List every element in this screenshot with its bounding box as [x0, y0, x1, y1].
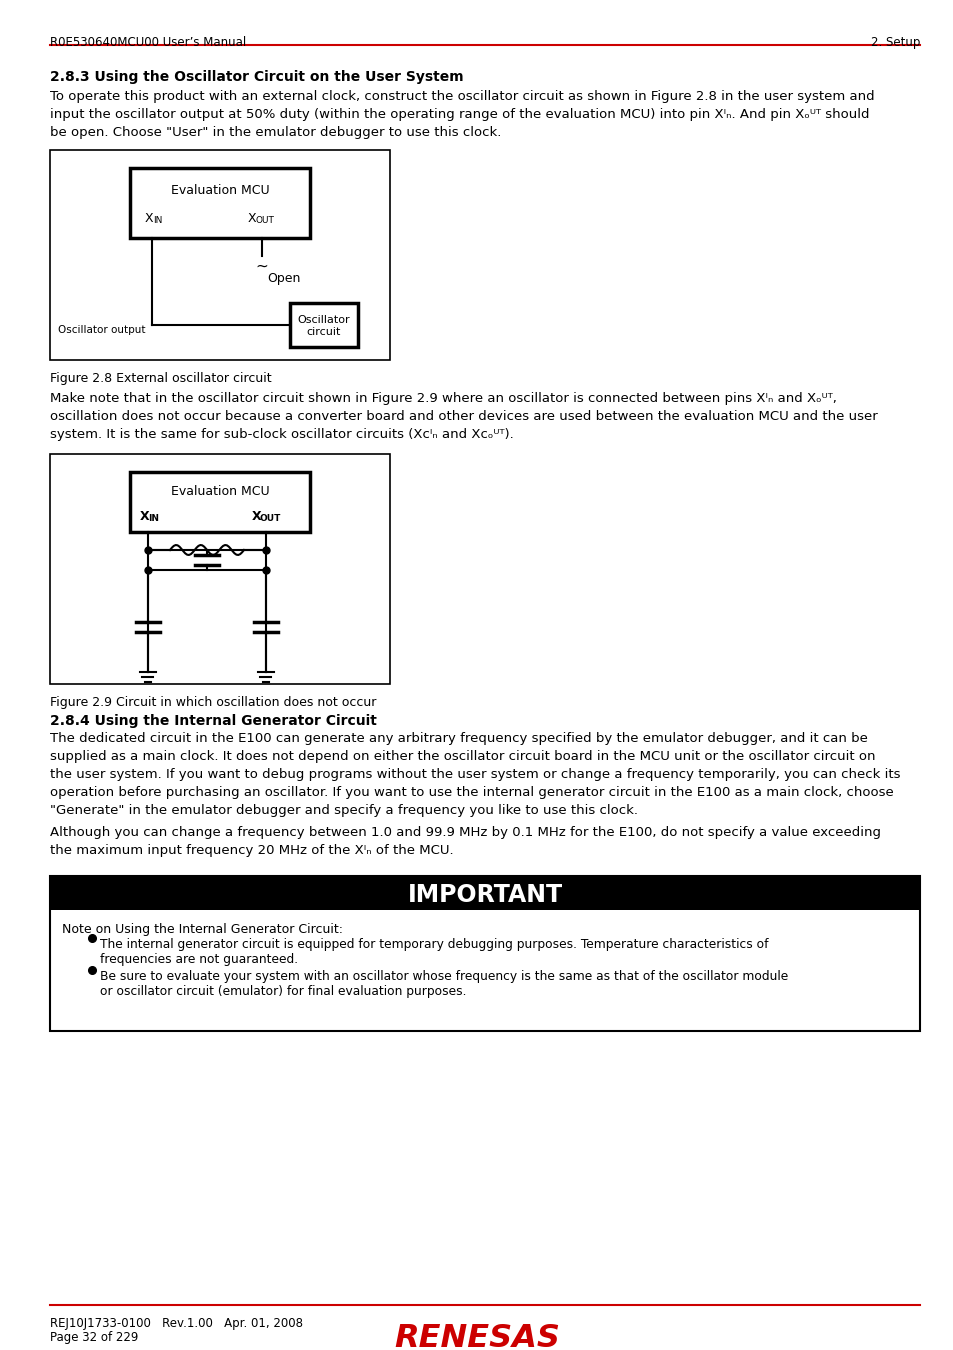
- Bar: [290, 302, 357, 347]
- Text: 2. Setup: 2. Setup: [870, 36, 919, 49]
- Text: Page 32 of 229: Page 32 of 229: [50, 1331, 138, 1345]
- Text: 2.8.4 Using the Internal Generator Circuit: 2.8.4 Using the Internal Generator Circu…: [50, 714, 376, 728]
- Text: R0E530640MCU00 User’s Manual: R0E530640MCU00 User’s Manual: [50, 36, 246, 49]
- Text: "Generate" in the emulator debugger and specify a frequency you like to use this: "Generate" in the emulator debugger and …: [50, 805, 638, 817]
- Text: OUT: OUT: [255, 216, 274, 225]
- Text: system. It is the same for sub-clock oscillator circuits (Xᴄᴵₙ and Xᴄₒᵁᵀ).: system. It is the same for sub-clock osc…: [50, 428, 514, 441]
- Text: Evaluation MCU: Evaluation MCU: [171, 485, 269, 498]
- Bar: [130, 472, 310, 532]
- Text: input the oscillator output at 50% duty (within the operating range of the evalu: input the oscillator output at 50% duty …: [50, 108, 868, 122]
- Text: be open. Choose "User" in the emulator debugger to use this clock.: be open. Choose "User" in the emulator d…: [50, 126, 501, 139]
- Text: Figure 2.9 Circuit in which oscillation does not occur: Figure 2.9 Circuit in which oscillation …: [50, 697, 376, 709]
- Text: Oscillator output: Oscillator output: [58, 325, 146, 335]
- Text: Note on Using the Internal Generator Circuit:: Note on Using the Internal Generator Cir…: [62, 923, 343, 936]
- Text: X: X: [248, 212, 256, 225]
- Text: The internal generator circuit is equipped for temporary debugging purposes. Tem: The internal generator circuit is equipp…: [100, 938, 768, 950]
- Text: frequencies are not guaranteed.: frequencies are not guaranteed.: [100, 953, 297, 967]
- Text: the maximum input frequency 20 MHz of the Xᴵₙ of the MCU.: the maximum input frequency 20 MHz of th…: [50, 844, 453, 857]
- Bar: [50, 150, 390, 360]
- Text: Open: Open: [267, 271, 300, 285]
- Text: Although you can change a frequency between 1.0 and 99.9 MHz by 0.1 MHz for the : Although you can change a frequency betw…: [50, 826, 880, 838]
- Text: ~: ~: [255, 259, 268, 274]
- Text: operation before purchasing an oscillator. If you want to use the internal gener: operation before purchasing an oscillato…: [50, 786, 893, 799]
- Text: OUT: OUT: [260, 514, 281, 522]
- Text: REJ10J1733-0100   Rev.1.00   Apr. 01, 2008: REJ10J1733-0100 Rev.1.00 Apr. 01, 2008: [50, 1318, 303, 1330]
- Text: the user system. If you want to debug programs without the user system or change: the user system. If you want to debug pr…: [50, 768, 900, 782]
- Text: The dedicated circuit in the E100 can generate any arbitrary frequency specified: The dedicated circuit in the E100 can ge…: [50, 732, 867, 745]
- Bar: [50, 454, 390, 684]
- Text: To operate this product with an external clock, construct the oscillator circuit: To operate this product with an external…: [50, 90, 874, 103]
- Text: Oscillator: Oscillator: [297, 315, 350, 325]
- Text: Make note that in the oscillator circuit shown in Figure 2.9 where an oscillator: Make note that in the oscillator circuit…: [50, 392, 836, 405]
- Text: X: X: [140, 510, 150, 522]
- Text: X: X: [252, 510, 261, 522]
- Bar: [50, 876, 919, 1031]
- Text: Figure 2.8 External oscillator circuit: Figure 2.8 External oscillator circuit: [50, 373, 272, 385]
- Text: X: X: [145, 212, 153, 225]
- Text: or oscillator circuit (emulator) for final evaluation purposes.: or oscillator circuit (emulator) for fin…: [100, 986, 466, 998]
- Bar: [50, 876, 919, 910]
- Text: RENESAS: RENESAS: [394, 1323, 559, 1350]
- Text: oscillation does not occur because a converter board and other devices are used : oscillation does not occur because a con…: [50, 410, 877, 423]
- Text: IMPORTANT: IMPORTANT: [407, 883, 562, 907]
- Text: circuit: circuit: [307, 327, 341, 338]
- Text: IN: IN: [148, 514, 159, 522]
- Text: Evaluation MCU: Evaluation MCU: [171, 184, 269, 197]
- Text: Be sure to evaluate your system with an oscillator whose frequency is the same a: Be sure to evaluate your system with an …: [100, 971, 787, 983]
- Bar: [130, 167, 310, 238]
- Text: IN: IN: [152, 216, 162, 225]
- Text: supplied as a main clock. It does not depend on either the oscillator circuit bo: supplied as a main clock. It does not de…: [50, 751, 875, 763]
- Text: 2.8.3 Using the Oscillator Circuit on the User System: 2.8.3 Using the Oscillator Circuit on th…: [50, 70, 463, 84]
